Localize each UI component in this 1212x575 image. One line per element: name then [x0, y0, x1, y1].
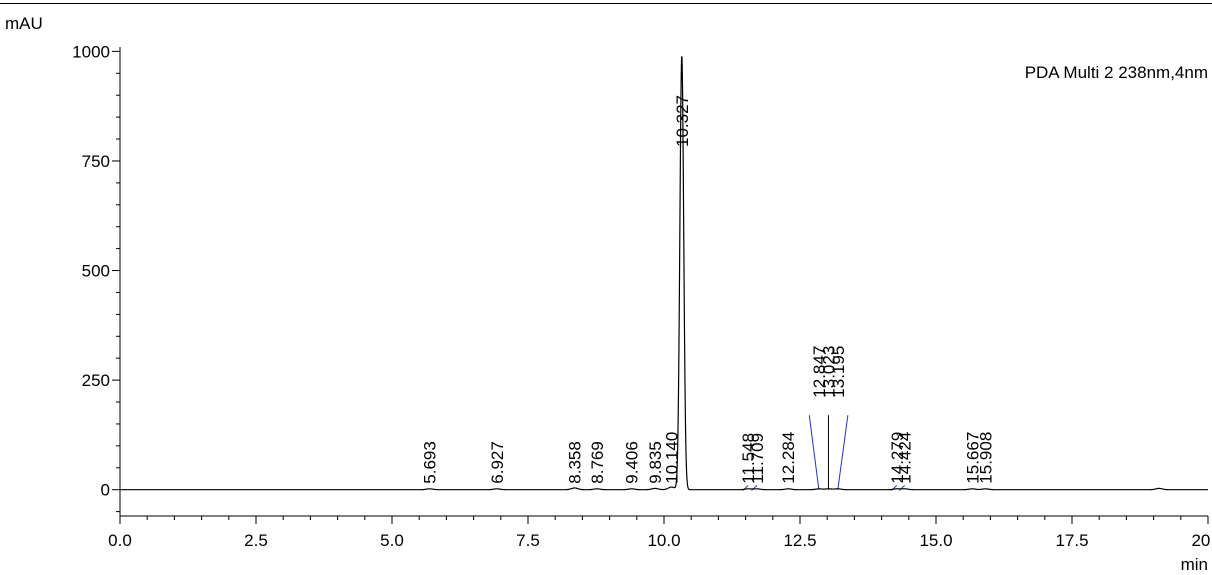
x-tick-label: 2.5 [244, 531, 268, 550]
x-tick-label: 12.5 [783, 531, 816, 550]
peak-label: 14.279 [888, 432, 907, 484]
y-tick-label: 0 [101, 481, 110, 500]
peak-markers [742, 415, 906, 491]
chromatogram-trace [120, 56, 1208, 491]
peak-label: 15.908 [976, 432, 995, 484]
x-tick-label: 15.0 [919, 531, 952, 550]
x-tick-label: 0.0 [108, 531, 132, 550]
peak-label: 5.693 [421, 441, 440, 484]
integration-marker [751, 484, 758, 491]
peak-label: 9.835 [646, 441, 665, 484]
x-axis-unit-label: min [1181, 555, 1208, 574]
y-axis-unit-label: mAU [5, 14, 43, 33]
peak-label: 13.023 [819, 346, 838, 398]
peak-label: 10.327 [673, 95, 692, 147]
peak-label: 15.667 [963, 432, 982, 484]
x-tick-label: 17.5 [1055, 531, 1088, 550]
peak-label: 11.709 [748, 433, 767, 484]
peak-label: 8.769 [588, 441, 607, 484]
x-tick-label: 5.0 [380, 531, 404, 550]
integration-marker [837, 415, 849, 490]
y-tick-label: 750 [82, 152, 110, 171]
y-tick-label: 250 [82, 371, 110, 390]
peak-label: 12.284 [779, 432, 798, 484]
x-tick-label: 10.0 [647, 531, 680, 550]
axes: 0 250 500 750 1000 0.0 2.5 5.0 7.5 10.0 12.5 15.0 17… [72, 42, 1212, 550]
y-tick-label: 1000 [72, 42, 110, 61]
peak-label: 10.140 [663, 432, 682, 484]
integration-marker [808, 415, 820, 490]
top-rule [0, 3, 1212, 4]
peak-label: 13.195 [829, 346, 848, 398]
peak-label: 11.548 [739, 433, 758, 484]
legend-label: PDA Multi 2 238nm,4nm [1025, 63, 1208, 82]
x-tick-label: 20.0 [1191, 531, 1212, 550]
peak-label: 9.406 [623, 441, 642, 484]
peak-label: 12.847 [810, 346, 829, 398]
y-tick-label: 500 [82, 262, 110, 281]
peak-label: 6.927 [488, 441, 507, 484]
x-tick-label: 7.5 [516, 531, 540, 550]
integration-marker [898, 484, 906, 491]
peak-label: 8.358 [566, 441, 585, 484]
peak-label: 14.424 [896, 432, 915, 484]
